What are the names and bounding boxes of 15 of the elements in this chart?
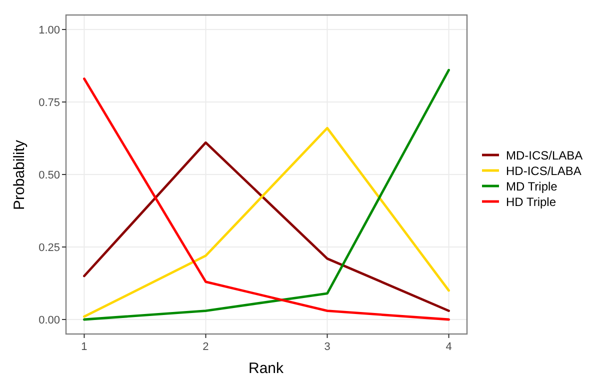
y-axis-title: Probability bbox=[11, 139, 28, 210]
y-tick-label: 0.25 bbox=[38, 242, 60, 254]
y-tick-label: 0.00 bbox=[38, 314, 60, 326]
x-tick-label: 3 bbox=[324, 341, 330, 353]
x-tick-label: 4 bbox=[446, 341, 452, 353]
y-tick-label: 0.50 bbox=[38, 170, 60, 182]
x-tick-label: 1 bbox=[81, 341, 88, 353]
legend-label: MD Triple bbox=[506, 180, 558, 194]
legend-label: HD Triple bbox=[506, 195, 556, 209]
legend-label: HD-ICS/LABA bbox=[506, 164, 582, 178]
legend-label: MD-ICS/LABA bbox=[506, 148, 583, 162]
y-tick-label: 0.75 bbox=[38, 97, 60, 109]
x-tick-label: 2 bbox=[202, 341, 209, 353]
x-axis-title: Rank bbox=[248, 360, 284, 377]
y-tick-label: 1.00 bbox=[38, 24, 60, 36]
